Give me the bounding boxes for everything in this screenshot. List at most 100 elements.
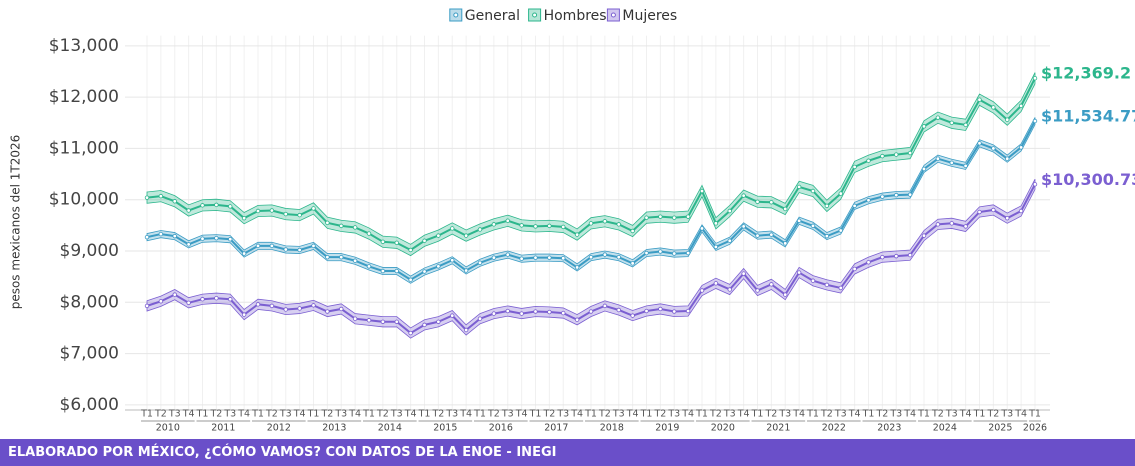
point <box>866 158 871 163</box>
year-label: 2021 <box>766 423 790 434</box>
point <box>200 236 205 241</box>
point <box>283 307 288 312</box>
legend-label: General <box>465 8 520 24</box>
point <box>408 277 413 282</box>
point <box>963 122 968 128</box>
value-label: $12,369.2 <box>1041 64 1131 83</box>
point <box>533 224 538 229</box>
year-label: 2023 <box>877 423 901 434</box>
point <box>963 224 968 229</box>
point <box>685 250 691 256</box>
y-tick-label: $6,000 <box>60 395 119 415</box>
point <box>699 288 705 293</box>
x-tick-label: T3 <box>889 409 902 420</box>
point <box>533 255 538 260</box>
x-tick-label: T1 <box>973 409 986 420</box>
point <box>311 303 316 308</box>
point <box>588 254 594 260</box>
point <box>547 223 552 229</box>
point <box>408 330 413 336</box>
point <box>866 260 871 265</box>
point <box>783 292 788 297</box>
value-label: $11,534.77 <box>1041 107 1135 126</box>
point <box>741 224 746 229</box>
x-tick-label: T2 <box>598 409 611 420</box>
x-tick-label: T1 <box>695 409 708 420</box>
point <box>339 254 344 260</box>
point <box>297 247 302 253</box>
point <box>200 203 205 208</box>
year-label: 2025 <box>988 423 1012 434</box>
x-tick-label: T3 <box>445 409 458 420</box>
point <box>783 241 788 246</box>
point <box>297 306 302 311</box>
point <box>255 243 261 249</box>
point <box>658 214 663 219</box>
point <box>672 215 677 220</box>
point <box>769 282 774 287</box>
point <box>894 253 899 259</box>
x-tick-label: T2 <box>653 409 666 420</box>
x-tick-label: T4 <box>237 409 250 420</box>
point <box>436 233 441 238</box>
point <box>866 198 871 203</box>
point <box>672 309 677 314</box>
point <box>214 202 219 208</box>
x-tick-label: T4 <box>959 409 972 420</box>
point <box>616 222 621 227</box>
point <box>880 194 885 199</box>
point <box>366 231 372 236</box>
point <box>644 250 649 256</box>
x-tick-label: T1 <box>473 409 486 420</box>
point <box>574 317 580 322</box>
year-label: 2017 <box>544 423 568 434</box>
y-tick-label: $9,000 <box>60 241 119 261</box>
x-tick-label: T3 <box>834 409 847 420</box>
point <box>325 220 330 225</box>
point <box>796 218 802 223</box>
point <box>685 308 691 314</box>
point <box>394 319 399 324</box>
confidence-band <box>146 117 1036 284</box>
point <box>561 310 566 316</box>
x-tick-label: T2 <box>376 409 389 420</box>
legend-dot <box>610 12 616 18</box>
year-label: 2014 <box>378 423 402 434</box>
point <box>699 188 705 194</box>
point <box>491 222 497 227</box>
x-tick-label: T3 <box>778 409 791 420</box>
point <box>574 232 580 237</box>
chart: pesos mexicanos del 1T2026 $6,000 $7,000 $… <box>9 8 1135 434</box>
point <box>810 278 816 283</box>
point <box>769 232 774 237</box>
point <box>658 306 663 312</box>
point <box>144 234 150 240</box>
point <box>477 260 483 266</box>
x-tick-label: T1 <box>640 409 653 420</box>
point <box>727 287 732 292</box>
point <box>283 211 288 217</box>
point <box>727 208 732 214</box>
x-tick-label: T2 <box>154 409 167 420</box>
x-tick-label: T3 <box>667 409 680 420</box>
point <box>1018 208 1024 214</box>
point <box>658 249 663 254</box>
year-label: 2019 <box>655 423 679 434</box>
point <box>505 308 510 314</box>
point <box>921 124 927 129</box>
point <box>1018 145 1024 150</box>
legend-label: Mujeres <box>622 8 677 24</box>
x-tick-label: T3 <box>279 409 292 420</box>
point <box>228 204 233 209</box>
x-tick-label: T4 <box>681 409 694 420</box>
point <box>796 270 802 275</box>
x-tick-label: T1 <box>917 409 930 420</box>
legend-label: Hombres <box>544 8 607 24</box>
point <box>644 308 649 314</box>
x-tick-label: T3 <box>223 409 236 420</box>
point <box>463 233 469 238</box>
point <box>1032 182 1038 187</box>
year-label: 2012 <box>267 423 291 434</box>
point <box>477 316 483 321</box>
point <box>339 306 344 312</box>
